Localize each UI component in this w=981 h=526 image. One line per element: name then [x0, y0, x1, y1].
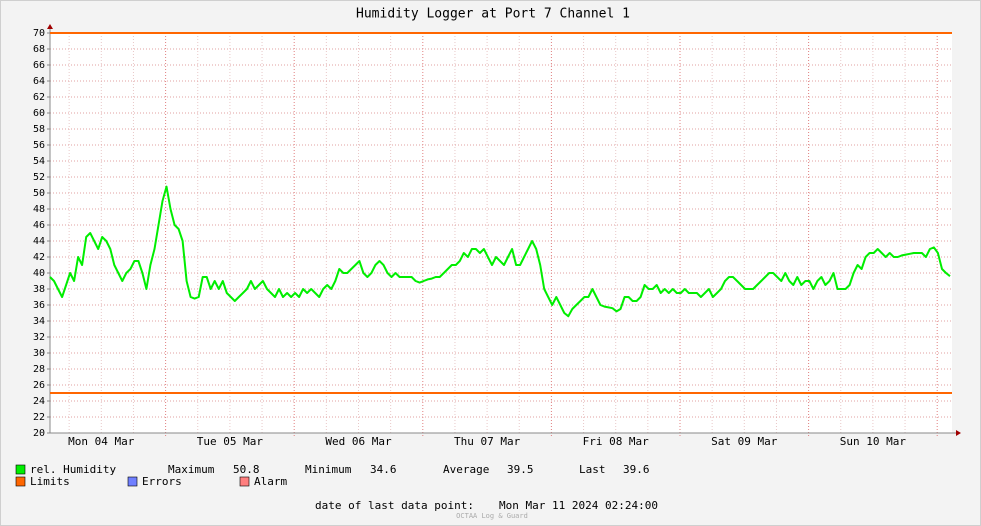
stat-label: Maximum: [168, 463, 215, 476]
y-tick-label: 28: [33, 364, 45, 375]
y-tick-label: 62: [33, 92, 45, 103]
y-tick-label: 56: [33, 140, 45, 151]
y-tick-label: 66: [33, 60, 45, 71]
y-tick-label: 42: [33, 252, 45, 263]
legend-label: Limits: [30, 475, 70, 488]
stat-value: 39.6: [623, 463, 650, 476]
y-tick-label: 70: [33, 28, 45, 39]
y-tick-label: 36: [33, 300, 45, 311]
y-tick-label: 26: [33, 380, 45, 391]
legend-label: Errors: [142, 475, 182, 488]
y-tick-label: 20: [33, 428, 45, 439]
y-tick-label: 40: [33, 268, 45, 279]
stat-value: 39.5: [507, 463, 534, 476]
legend-swatch: [127, 476, 138, 487]
stat-label: Minimum: [305, 463, 352, 476]
stat-label: Last: [579, 463, 606, 476]
y-tick-label: 30: [33, 348, 45, 359]
legend-swatch: [239, 476, 250, 487]
y-tick-label: 54: [33, 156, 45, 167]
stat-value: 50.8: [233, 463, 260, 476]
y-tick-label: 68: [33, 44, 45, 55]
y-tick-label: 34: [33, 316, 45, 327]
chart-title: Humidity Logger at Port 7 Channel 1: [356, 7, 630, 22]
x-tick-label: Sun 10 Mar: [840, 435, 907, 448]
y-tick-label: 52: [33, 172, 45, 183]
y-tick-label: 46: [33, 220, 45, 231]
y-tick-label: 60: [33, 108, 45, 119]
y-tick-label: 44: [33, 236, 45, 247]
y-arrow: [47, 24, 53, 29]
y-tick-label: 58: [33, 124, 45, 135]
y-tick-label: 48: [33, 204, 45, 215]
footer-date: Mon Mar 11 2024 02:24:00: [499, 499, 658, 512]
y-tick-label: 32: [33, 332, 45, 343]
stat-value: 34.6: [370, 463, 397, 476]
y-tick-label: 24: [33, 396, 45, 407]
x-tick-label: Mon 04 Mar: [68, 435, 135, 448]
legend-swatch: [15, 464, 26, 475]
x-tick-label: Fri 08 Mar: [583, 435, 650, 448]
y-tick-label: 38: [33, 284, 45, 295]
y-tick-label: 50: [33, 188, 45, 199]
x-arrow: [956, 430, 961, 436]
footer-credit: OCTAA Log & Guard: [456, 512, 528, 520]
legend-swatch: [15, 476, 26, 487]
x-tick-label: Tue 05 Mar: [197, 435, 264, 448]
legend-label: Alarm: [254, 475, 287, 488]
plot-area: [50, 33, 952, 433]
footer-label: date of last data point:: [315, 499, 474, 512]
x-tick-label: Wed 06 Mar: [325, 435, 392, 448]
x-tick-label: Thu 07 Mar: [454, 435, 521, 448]
legend-label: rel. Humidity: [30, 463, 116, 476]
stat-label: Average: [443, 463, 489, 476]
y-tick-label: 22: [33, 412, 45, 423]
series-line: [49, 185, 951, 318]
x-tick-label: Sat 09 Mar: [711, 435, 778, 448]
y-tick-label: 64: [33, 76, 45, 87]
